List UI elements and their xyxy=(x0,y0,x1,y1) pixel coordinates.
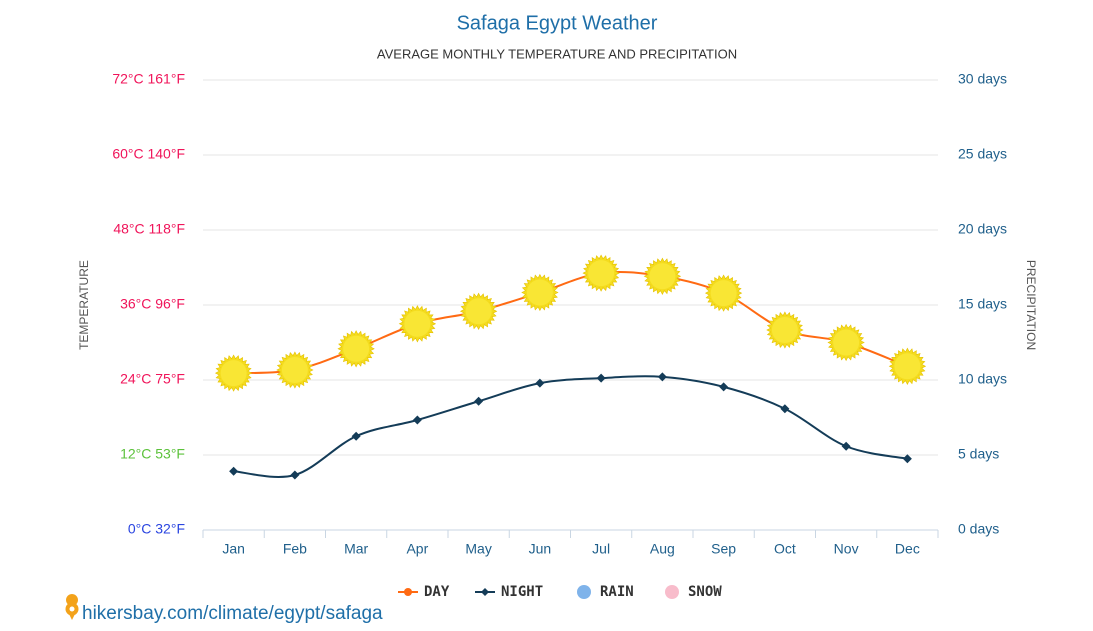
legend-marker xyxy=(665,585,679,599)
y2-tick-label: 15 days xyxy=(958,296,1007,312)
sun-core xyxy=(833,329,860,356)
y2-axis-label: PRECIPITATION xyxy=(1024,260,1038,350)
legend-label: DAY xyxy=(424,584,450,600)
y-tick-label: 36°C 96°F xyxy=(120,296,185,312)
sun-marker xyxy=(888,347,927,385)
legend-label: NIGHT xyxy=(501,584,543,600)
x-tick-label: Jun xyxy=(529,541,552,557)
sun-marker xyxy=(827,323,865,362)
sun-core xyxy=(343,335,370,362)
diamond-marker xyxy=(474,396,484,406)
sun-marker xyxy=(398,305,437,343)
sun-marker xyxy=(582,254,620,292)
y2-tick-label: 20 days xyxy=(958,221,1007,237)
diamond-marker xyxy=(719,382,729,392)
chart-subtitle: AVERAGE MONTHLY TEMPERATURE AND PRECIPIT… xyxy=(377,46,737,61)
x-tick-label: Nov xyxy=(834,541,859,557)
y2-tick-label: 10 days xyxy=(958,371,1007,387)
x-tick-label: Mar xyxy=(344,541,368,557)
pin-hole xyxy=(69,606,75,612)
x-tick-label: Aug xyxy=(650,541,675,557)
diamond-marker xyxy=(535,378,545,388)
x-tick-label: May xyxy=(465,541,491,557)
sun-marker xyxy=(337,330,375,368)
legend-marker xyxy=(577,585,591,599)
y-tick-label: 24°C 75°F xyxy=(120,371,185,387)
sun-core xyxy=(649,263,676,290)
y2-tick-label: 30 days xyxy=(958,71,1007,87)
sun-core xyxy=(404,310,431,337)
x-tick-label: Jan xyxy=(222,541,245,557)
sun-core xyxy=(465,298,492,325)
sun-marker xyxy=(643,257,682,295)
y-tick-label: 0°C 32°F xyxy=(128,521,185,537)
sun-core xyxy=(894,353,921,380)
series-line xyxy=(233,375,908,478)
diamond-marker xyxy=(351,431,361,441)
diamond-marker xyxy=(780,404,790,414)
source[interactable]: hikersbay.com/climate/egypt/safaga xyxy=(82,603,383,624)
diamond-marker xyxy=(290,470,300,480)
diamond-marker xyxy=(596,373,606,383)
diamond-marker xyxy=(657,372,667,382)
sun-core xyxy=(281,357,308,383)
y2-tick-label: 25 days xyxy=(958,146,1007,162)
y2-tick-label: 5 days xyxy=(958,446,999,462)
sun-marker xyxy=(459,292,498,330)
diamond-marker xyxy=(902,454,912,464)
diamond-marker xyxy=(841,441,851,451)
y-tick-label: 72°C 161°F xyxy=(112,71,185,87)
diamond-marker xyxy=(412,415,422,425)
sun-core xyxy=(220,360,247,387)
y-tick-label: 48°C 118°F xyxy=(113,221,185,237)
sun-core xyxy=(526,279,553,306)
sun-marker xyxy=(214,354,253,392)
legend-marker xyxy=(404,588,412,596)
legend-label: SNOW xyxy=(688,584,722,600)
diamond-marker xyxy=(229,466,239,476)
legend-label: RAIN xyxy=(600,584,634,600)
series-line xyxy=(233,271,908,375)
y-tick-label: 12°C 53°F xyxy=(120,446,185,462)
sun-core xyxy=(710,280,737,307)
legend-marker xyxy=(481,588,489,596)
sun-core xyxy=(588,260,615,287)
y2-tick-label: 0 days xyxy=(958,521,999,537)
x-tick-label: Jul xyxy=(592,541,610,557)
sun-marker xyxy=(704,274,743,312)
sun-marker xyxy=(766,311,804,349)
sun-core xyxy=(771,317,798,343)
chart-title: Safaga Egypt Weather xyxy=(457,12,658,34)
sun-marker xyxy=(521,273,559,312)
x-tick-label: Apr xyxy=(406,541,428,557)
x-tick-label: Oct xyxy=(774,541,796,557)
x-tick-label: Sep xyxy=(711,541,736,557)
y-axis-label: TEMPERATURE xyxy=(77,260,91,350)
sun-marker xyxy=(276,351,314,389)
x-tick-label: Feb xyxy=(283,541,307,557)
x-tick-label: Dec xyxy=(895,541,920,557)
y-tick-label: 60°C 140°F xyxy=(112,146,185,162)
